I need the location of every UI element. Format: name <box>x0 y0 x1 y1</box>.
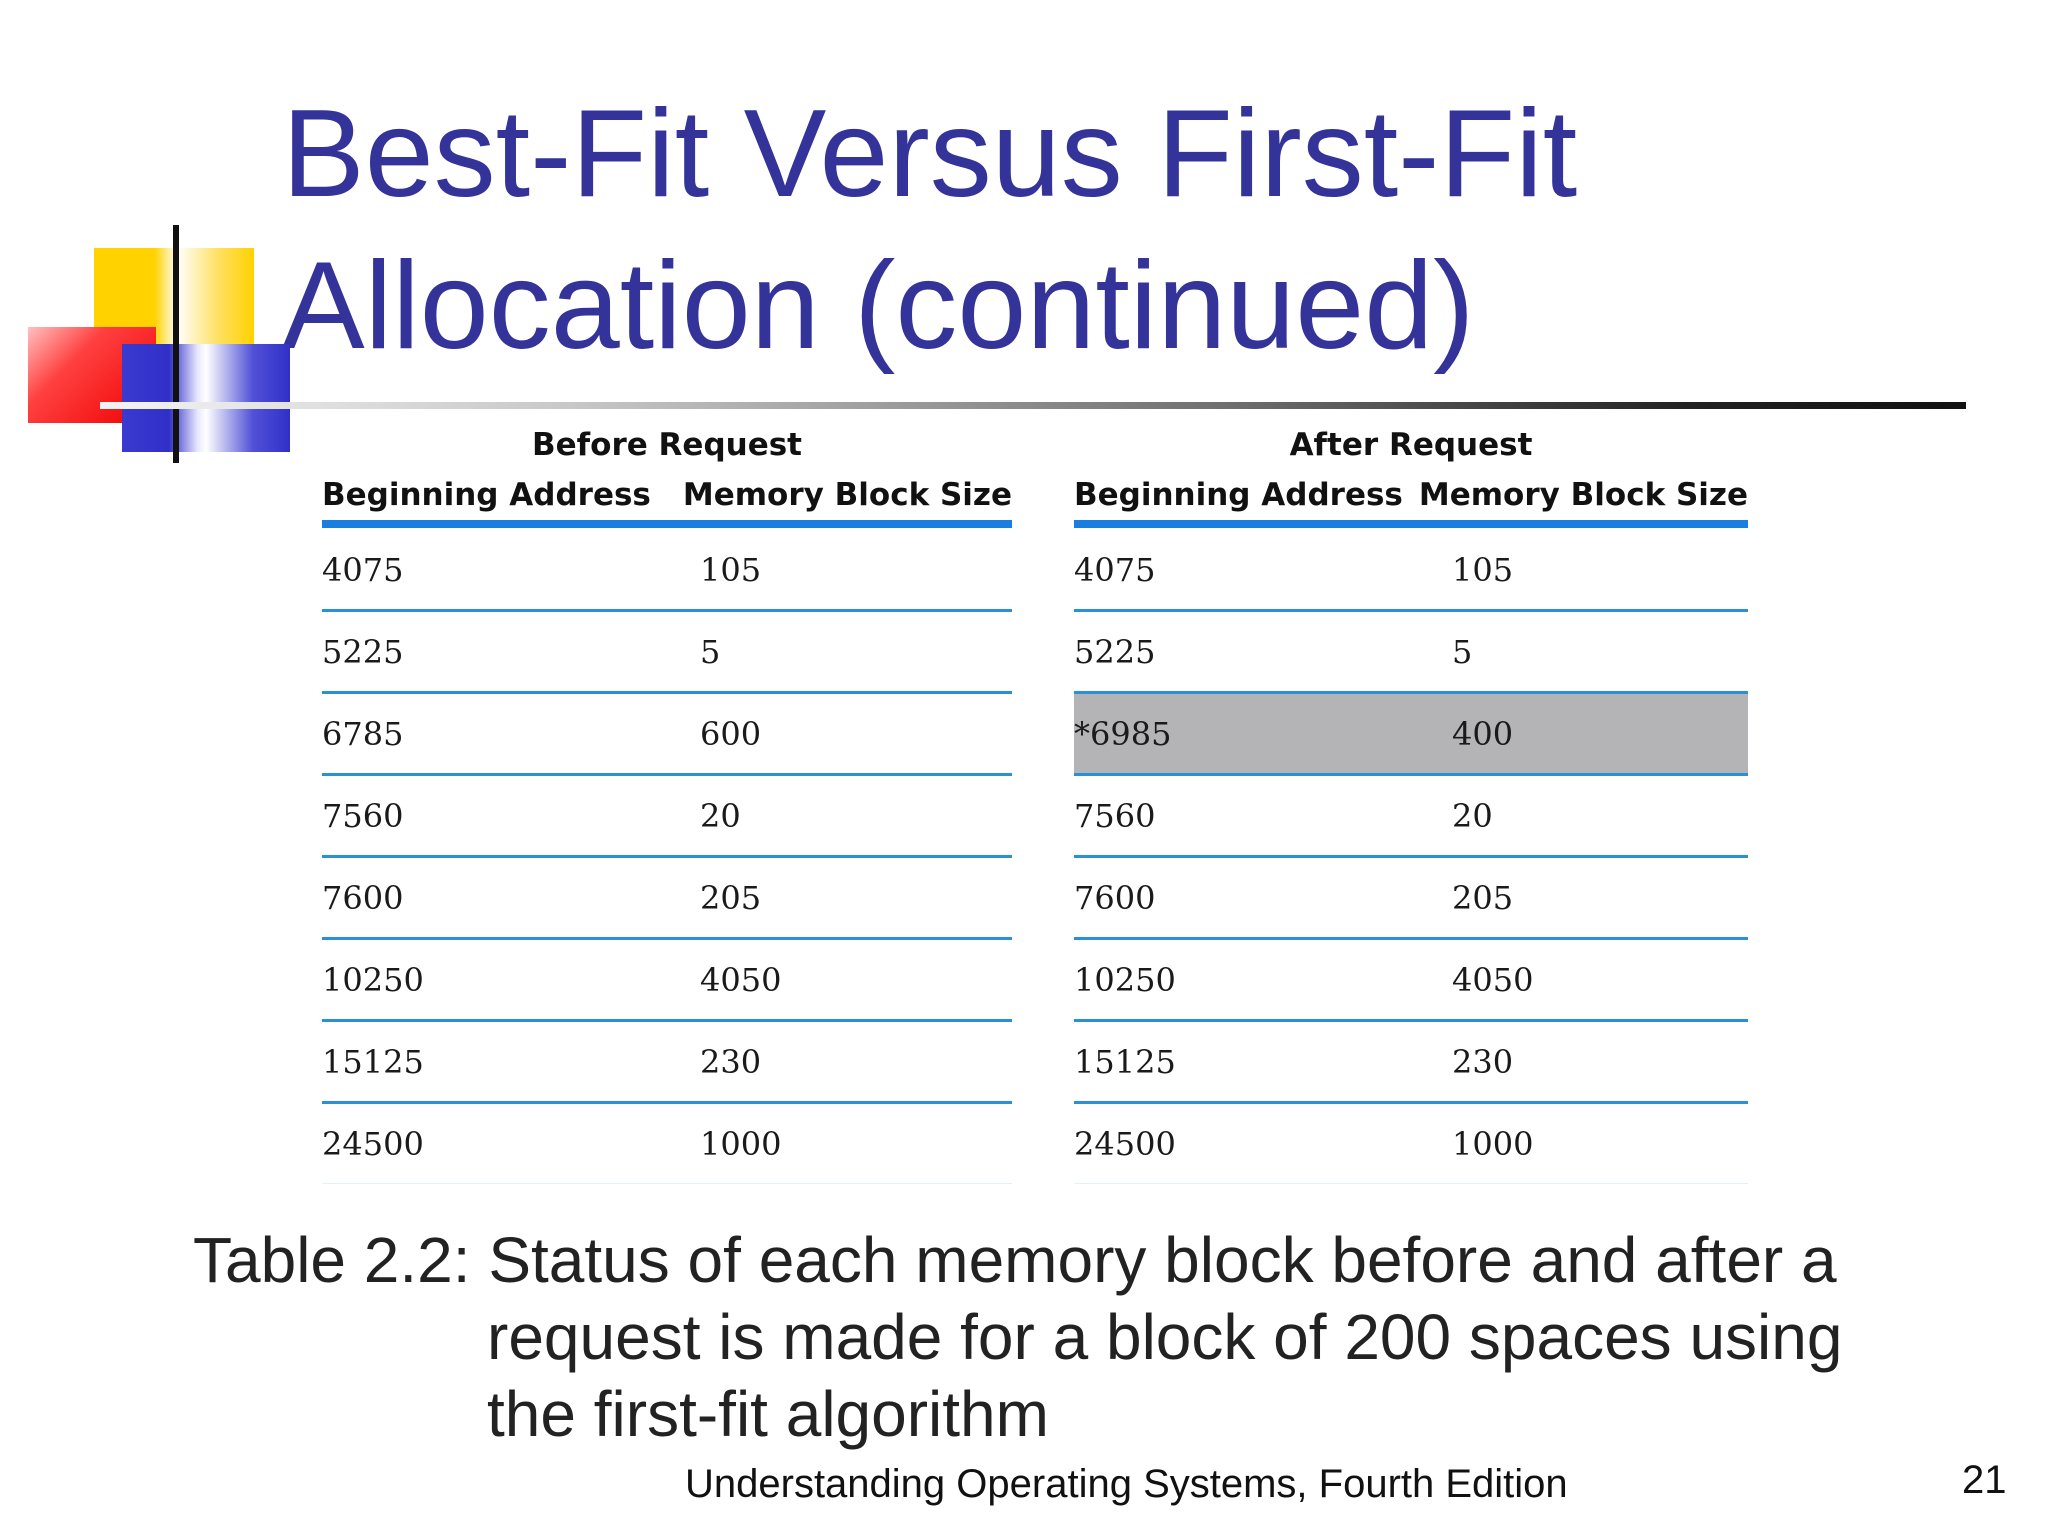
before-request-table: Before Request Beginning Address Memory … <box>322 420 1012 1184</box>
size-cell: 105 <box>700 550 762 589</box>
size-cell: 5 <box>700 632 721 671</box>
address-cell: 24500 <box>322 1124 424 1163</box>
size-cell: 600 <box>700 714 762 753</box>
table-row: 4075 105 <box>1074 530 1748 612</box>
after-col-memory-block-size: Memory Block Size <box>1418 477 1748 513</box>
size-cell: 4050 <box>1452 960 1534 999</box>
table-row: 7600 205 <box>1074 858 1748 940</box>
caption-line-3: the first-fit algorithm <box>487 1378 1049 1450</box>
address-cell: 7600 <box>322 878 404 917</box>
table-row: 5225 5 <box>1074 612 1748 694</box>
before-column-headers: Beginning Address Memory Block Size <box>322 470 1012 528</box>
table-row: 15125 230 <box>322 1022 1012 1104</box>
table-row: 15125 230 <box>1074 1022 1748 1104</box>
after-column-headers: Beginning Address Memory Block Size <box>1074 470 1748 528</box>
table-row: 10250 4050 <box>322 940 1012 1022</box>
size-cell: 1000 <box>1452 1124 1534 1163</box>
table-row: 24500 1000 <box>322 1104 1012 1184</box>
table-row: 7560 20 <box>322 776 1012 858</box>
before-col-beginning-address: Beginning Address <box>322 477 651 513</box>
caption-line-1: Table 2.2: Status of each memory block b… <box>193 1224 1837 1296</box>
address-cell: 4075 <box>322 550 404 589</box>
table-row: 7560 20 <box>1074 776 1748 858</box>
size-cell: 230 <box>700 1042 762 1081</box>
size-cell: 4050 <box>700 960 782 999</box>
table-row: 24500 1000 <box>1074 1104 1748 1184</box>
address-cell: 6785 <box>322 714 404 753</box>
address-cell: 15125 <box>322 1042 424 1081</box>
table-row: 10250 4050 <box>1074 940 1748 1022</box>
before-request-heading: Before Request <box>532 427 802 463</box>
table-caption: Table 2.2: Status of each memory block b… <box>193 1222 1842 1453</box>
address-cell: 24500 <box>1074 1124 1176 1163</box>
caption-line-2: request is made for a block of 200 space… <box>487 1301 1843 1373</box>
size-cell: 5 <box>1452 632 1473 671</box>
decorative-blue-square <box>122 344 290 452</box>
title-underline-rule <box>100 402 1966 409</box>
size-cell: 400 <box>1452 714 1514 753</box>
size-cell: 20 <box>700 796 741 835</box>
address-cell: 10250 <box>322 960 424 999</box>
address-cell: *6985 <box>1074 714 1172 753</box>
after-request-table: After Request Beginning Address Memory B… <box>1074 420 1748 1184</box>
address-cell: 4075 <box>1074 550 1156 589</box>
slide-title: Best-Fit Versus First-Fit Allocation (co… <box>282 78 1577 382</box>
slide-title-line-2: Allocation (continued) <box>282 237 1475 375</box>
before-rows: 4075 105 5225 5 6785 600 7560 20 7600 205 102… <box>322 528 1012 1184</box>
size-cell: 20 <box>1452 796 1493 835</box>
after-col-beginning-address: Beginning Address <box>1074 477 1403 513</box>
page-number: 21 <box>1962 1458 2007 1502</box>
size-cell: 105 <box>1452 550 1514 589</box>
highlighted-table-row: *6985 400 <box>1074 694 1748 776</box>
after-request-heading: After Request <box>1289 427 1533 463</box>
address-cell: 15125 <box>1074 1042 1176 1081</box>
address-cell: 5225 <box>1074 632 1156 671</box>
slide-title-line-1: Best-Fit Versus First-Fit <box>282 85 1578 223</box>
table-row: 5225 5 <box>322 612 1012 694</box>
size-cell: 205 <box>1452 878 1514 917</box>
slide-footer: Understanding Operating Systems, Fourth … <box>685 1462 1568 1506</box>
size-cell: 1000 <box>700 1124 782 1163</box>
before-col-memory-block-size: Memory Block Size <box>682 477 1012 513</box>
table-row: 4075 105 <box>322 530 1012 612</box>
table-row: 6785 600 <box>322 694 1012 776</box>
after-rows: 4075 105 5225 5 *6985 400 7560 20 7600 205 10… <box>1074 528 1748 1184</box>
address-cell: 7560 <box>322 796 404 835</box>
table-row: 7600 205 <box>322 858 1012 940</box>
size-cell: 230 <box>1452 1042 1514 1081</box>
address-cell: 5225 <box>322 632 404 671</box>
address-cell: 7560 <box>1074 796 1156 835</box>
size-cell: 205 <box>700 878 762 917</box>
address-cell: 10250 <box>1074 960 1176 999</box>
decorative-vertical-line <box>173 225 179 463</box>
address-cell: 7600 <box>1074 878 1156 917</box>
